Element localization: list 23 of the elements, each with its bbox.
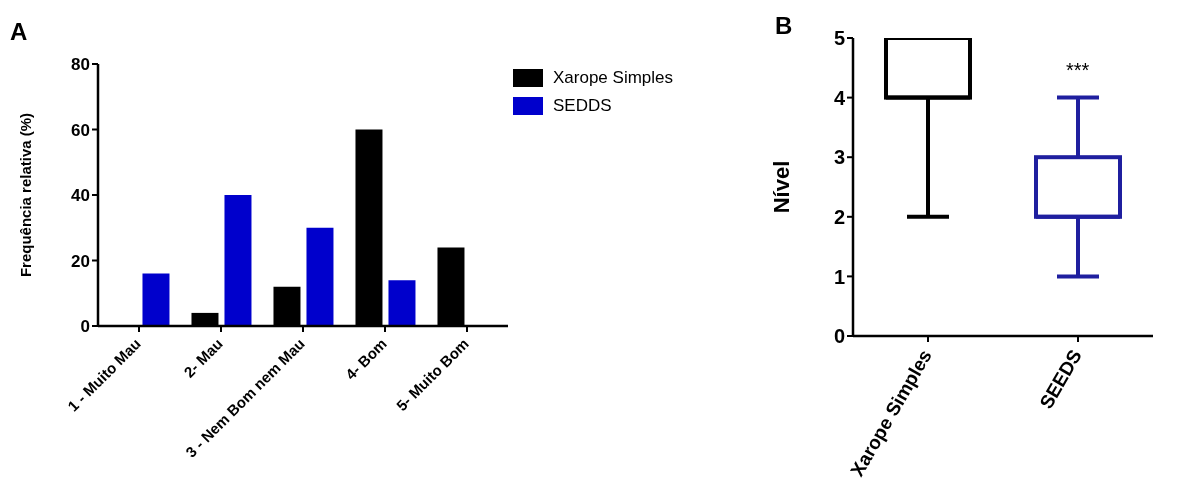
y-tick-label: 40 [71, 186, 90, 206]
bar [224, 195, 252, 326]
y-tick-label: 4 [833, 86, 846, 109]
text: B [775, 12, 793, 39]
y-tick-label: 3 [833, 146, 845, 169]
y-axis-title: Frequência relativa (%) [17, 112, 35, 278]
y-tick-label: 1 [833, 265, 845, 288]
y-tick-label: 80 [71, 55, 90, 75]
legend-label: Xarope Simples [553, 68, 674, 88]
legend-label: SEDDS [553, 96, 612, 116]
y-tick-label: 0 [833, 325, 845, 348]
annotation: *** [1066, 59, 1090, 81]
y-tick-label: 20 [71, 251, 90, 271]
y-tick-label: 5 [833, 27, 845, 50]
bar [388, 280, 416, 326]
x-tick-label: 2- Mau [180, 334, 226, 381]
y-axis-title: Nível [768, 160, 794, 214]
y-tick-label: 0 [80, 317, 90, 337]
bar [306, 227, 334, 326]
y-tick-label: 2 [833, 205, 845, 228]
y-tick-label: 60 [71, 120, 90, 140]
bar [142, 273, 170, 326]
text: A [10, 18, 28, 45]
